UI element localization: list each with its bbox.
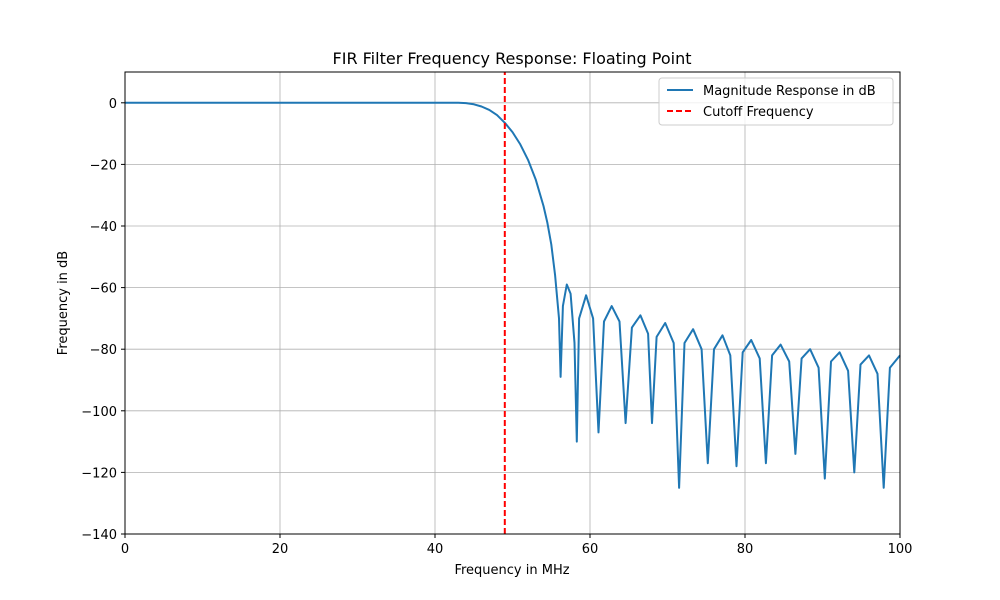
y-tick-label: −60: [90, 282, 117, 297]
plot-area: [125, 72, 901, 534]
y-axis-label: Frequency in dB: [56, 251, 71, 355]
y-tick-label: −20: [90, 158, 117, 173]
x-axis-ticks: 0 20 40 60 80 100: [121, 534, 913, 557]
y-tick-label: −80: [90, 343, 117, 358]
x-tick-label: 60: [582, 542, 599, 557]
y-axis-ticks: 0 −20 −40 −60 −80 −100 −120 −140: [81, 97, 125, 543]
x-tick-label: 20: [272, 542, 289, 557]
x-tick-label: 100: [888, 542, 913, 557]
y-tick-label: 0: [109, 97, 117, 112]
x-tick-label: 80: [737, 542, 754, 557]
x-tick-label: 40: [427, 542, 444, 557]
y-tick-label: −120: [81, 466, 117, 481]
legend: Magnitude Response in dB Cutoff Frequenc…: [658, 77, 894, 126]
chart-title: FIR Filter Frequency Response: Floating …: [333, 49, 692, 68]
y-tick-label: −40: [90, 220, 117, 235]
y-tick-label: −100: [81, 405, 117, 420]
legend-label-magnitude: Magnitude Response in dB: [703, 84, 876, 99]
axes-frame: [124, 71, 901, 535]
series-line-magnitude: [125, 101, 901, 489]
x-tick-label: 0: [121, 542, 129, 557]
y-tick-label: −140: [81, 528, 117, 543]
legend-box: [658, 77, 894, 126]
x-axis-label: Frequency in MHz: [454, 563, 569, 578]
legend-label-cutoff: Cutoff Frequency: [703, 105, 814, 120]
